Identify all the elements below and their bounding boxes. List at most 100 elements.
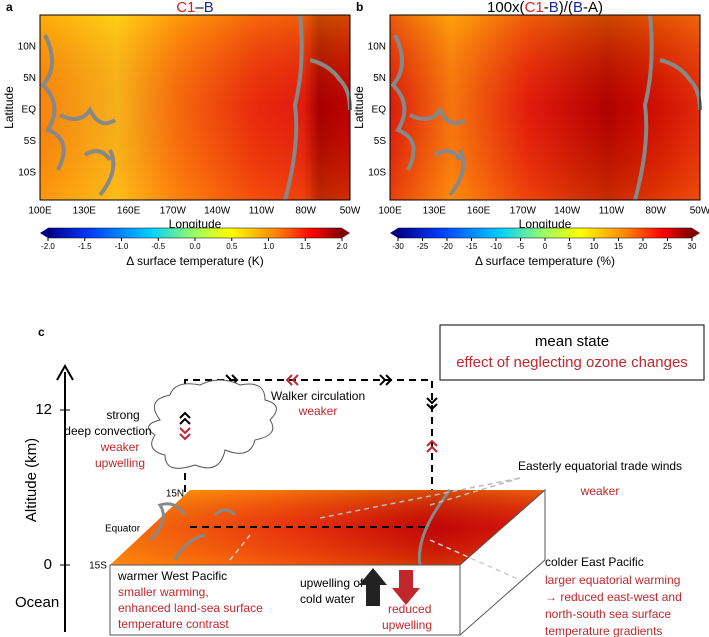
annotation: cold water <box>300 592 355 606</box>
annotation: colder East Pacific <box>545 555 644 569</box>
chevrons <box>225 374 393 386</box>
annotation: weaker <box>580 484 620 498</box>
cloud <box>148 379 277 469</box>
title-part: B <box>573 0 583 16</box>
legend-text: mean state <box>535 333 609 350</box>
y-tick-label: 12 <box>35 401 52 418</box>
y-axis-label: Latitude <box>352 86 366 129</box>
x-tick-label: 80W <box>645 206 666 217</box>
y-tick-label: 5N <box>23 73 36 84</box>
title-part: - <box>544 0 549 16</box>
annotation: Easterly equatorial trade winds <box>518 459 682 473</box>
x-tick-label: 50W <box>690 206 709 217</box>
x-tick-label: 80W <box>295 206 316 217</box>
colorbar-tick-label: 0.0 <box>189 242 201 251</box>
colorbar-tick-label: -1.0 <box>115 242 129 251</box>
title-part: )/( <box>559 0 573 16</box>
y-tick-label: EQ <box>22 105 37 116</box>
annotation: temperature gradients <box>545 624 662 637</box>
x-tick-label: 110W <box>249 206 275 217</box>
panel-label: b <box>356 0 363 14</box>
colorbar-tick-label: 5 <box>567 242 572 251</box>
annotation: strong <box>106 408 139 422</box>
down-arrow <box>392 570 420 605</box>
annotation: larger equatorial warming <box>545 573 680 587</box>
colorbar-tick-label: -1.5 <box>78 242 92 251</box>
lat-label: 15S <box>89 561 107 572</box>
plot-frame <box>389 14 701 201</box>
title-part: C1 <box>525 0 544 16</box>
x-tick-label: 170W <box>510 206 537 217</box>
colorbar-tick-label: 10 <box>590 242 599 251</box>
heatmap-shade <box>40 15 350 200</box>
colorbar-tick-label: -15 <box>466 242 478 251</box>
x-tick-label: 130E <box>73 206 97 217</box>
annotation: reduced <box>388 602 431 616</box>
panel-title: 100x(C1-B)/(B-A) <box>487 0 603 16</box>
lat-label: Equator <box>105 524 141 535</box>
y-tick-label: 10N <box>18 42 36 53</box>
annotation: weaker <box>100 440 140 454</box>
panel-label: a <box>6 0 13 14</box>
x-tick-label: 50W <box>340 206 361 217</box>
colorbar-tick-label: 0.5 <box>226 242 238 251</box>
x-axis-label: Longitude <box>169 217 222 231</box>
y-axis-label: Altitude (km) <box>23 438 40 522</box>
colorbar-tick-label: 25 <box>663 242 672 251</box>
chevrons <box>426 439 438 453</box>
panel-label: c <box>38 325 45 339</box>
annotation: smaller warming, <box>118 585 209 599</box>
x-tick-label: 100E <box>28 206 52 217</box>
colorbar-tick-label: -25 <box>417 242 429 251</box>
y-axis-label: Latitude <box>2 86 16 129</box>
annotation: weaker <box>298 404 338 418</box>
x-tick-label: 110W <box>599 206 625 217</box>
y-tick-label: 10N <box>368 42 386 53</box>
panel-title: C1–B <box>176 0 214 16</box>
y-tick-label: 10S <box>18 168 36 179</box>
x-axis-label: Longitude <box>519 217 572 231</box>
annotation: → reduced east-west and <box>545 590 682 604</box>
colorbar-end <box>390 228 398 238</box>
title-part: 100x( <box>487 0 525 16</box>
colorbar-tick-label: 1.5 <box>300 242 312 251</box>
axis-arrow <box>56 363 74 381</box>
legend-text: effect of neglecting ozone changes <box>456 354 688 371</box>
ocean-label: Ocean <box>15 594 59 611</box>
x-tick-label: 140W <box>204 206 231 217</box>
x-tick-label: 140W <box>554 206 581 217</box>
colorbar-tick-label: 15 <box>614 242 623 251</box>
x-tick-label: 130E <box>423 206 447 217</box>
colorbar-tick-label: 1.0 <box>263 242 275 251</box>
title-part: -A) <box>583 0 603 16</box>
colorbar-end <box>40 228 48 238</box>
x-tick-label: 160E <box>117 206 141 217</box>
colorbar-tick-label: -5 <box>517 242 525 251</box>
annotation: enhanced land-sea surface <box>118 601 263 615</box>
slab-side <box>459 488 546 637</box>
plot-frame <box>39 14 351 201</box>
chevrons <box>426 397 438 411</box>
annotation: deep convection <box>64 424 151 438</box>
pointer <box>229 534 521 581</box>
colorbar-tick-label: -0.5 <box>151 242 165 251</box>
colorbar-tick-label: 20 <box>639 242 648 251</box>
colorbar <box>47 227 343 239</box>
colorbar-label: Δ surface temperature (%) <box>475 254 615 268</box>
coastline <box>390 14 702 201</box>
colorbar-tick-label: -20 <box>441 242 453 251</box>
annotation: Walker circulation <box>271 389 365 403</box>
colorbar-tick-label: -30 <box>392 242 404 251</box>
annotation: upwelling of <box>300 576 364 590</box>
colorbar-tick-label: 2.0 <box>336 242 348 251</box>
title-part: B <box>549 0 559 16</box>
coastline <box>40 14 352 201</box>
title-part: – <box>195 0 204 16</box>
chevrons <box>179 427 191 441</box>
colorbar-end <box>342 228 350 238</box>
colorbar-label: Δ surface temperature (K) <box>126 254 263 268</box>
y-tick-label: 5S <box>374 136 387 147</box>
title-part: B <box>204 0 214 16</box>
y-tick-label: 5N <box>373 73 386 84</box>
